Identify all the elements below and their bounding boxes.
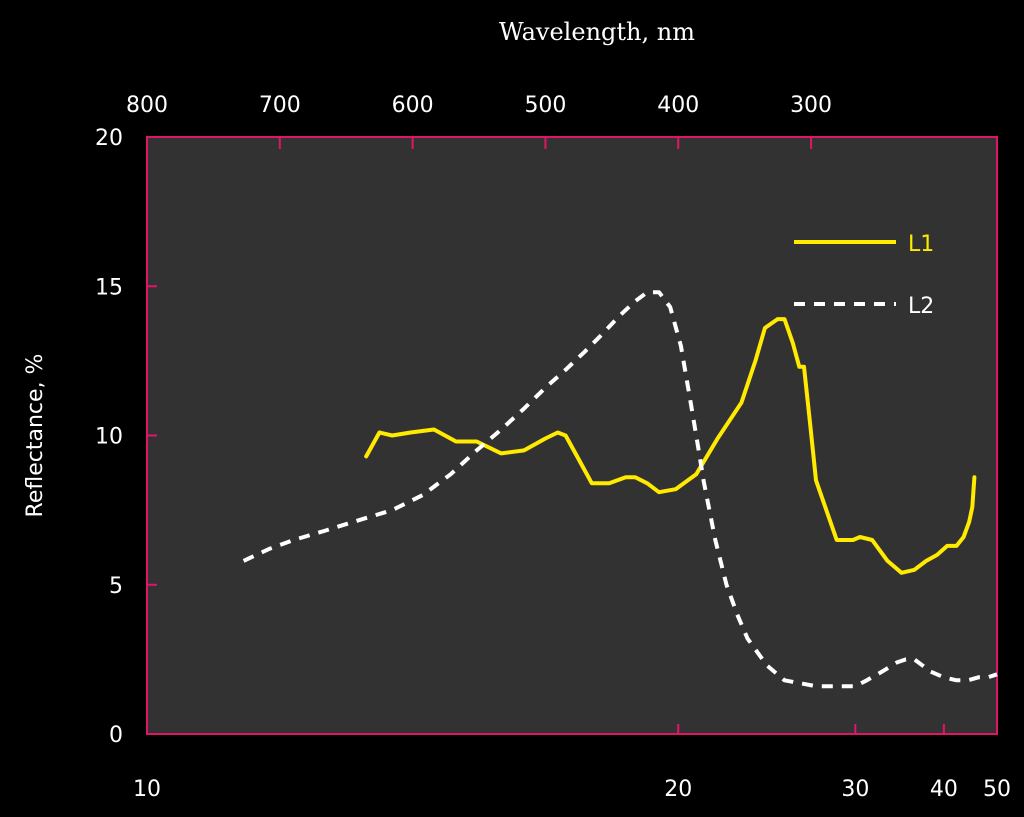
top-axis-ticks: 800 700 600 500 400 300 bbox=[126, 93, 832, 149]
y-tick-label: 20 bbox=[95, 126, 123, 151]
plot-area bbox=[146, 136, 998, 735]
x-tick-label: 10 bbox=[133, 777, 161, 802]
y-tick-label: 10 bbox=[95, 425, 123, 450]
top-tick-label: 600 bbox=[392, 93, 434, 118]
y-tick-label: 0 bbox=[109, 723, 123, 748]
x-tick-label: 30 bbox=[841, 777, 869, 802]
y-tick-label: 15 bbox=[95, 275, 123, 300]
top-tick-label: 500 bbox=[524, 93, 566, 118]
y-axis-title: Reflectance, % bbox=[23, 354, 48, 518]
legend: L1 L2 bbox=[794, 232, 934, 319]
left-axis-ticks: 0 5 10 15 20 bbox=[95, 126, 157, 748]
x-tick-label: 20 bbox=[664, 777, 692, 802]
series-line-L1 bbox=[364, 317, 977, 575]
top-tick-label: 700 bbox=[259, 93, 301, 118]
top-tick-label: 300 bbox=[790, 93, 832, 118]
top-axis-title: Wavelength, nm bbox=[499, 18, 695, 46]
top-tick-label: 400 bbox=[657, 93, 699, 118]
series-line-L2 bbox=[242, 290, 998, 689]
x-tick-label: 40 bbox=[930, 777, 958, 802]
legend-label-L1: L1 bbox=[908, 232, 934, 257]
y-tick-label: 5 bbox=[109, 574, 123, 599]
series-layer bbox=[242, 290, 998, 689]
bottom-axis-ticks: 10 20 30 40 50 bbox=[133, 724, 1011, 802]
legend-label-L2: L2 bbox=[908, 294, 934, 319]
top-tick-label: 800 bbox=[126, 93, 168, 118]
x-tick-label: 50 bbox=[983, 777, 1011, 802]
